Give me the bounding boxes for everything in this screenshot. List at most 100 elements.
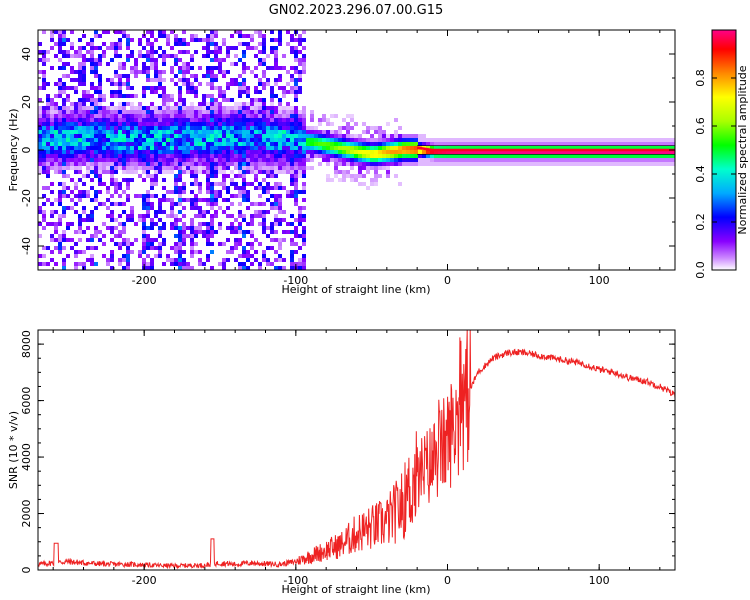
spectrogram-cell (394, 154, 398, 158)
spectrogram-cell (438, 162, 442, 166)
spectrogram-cell (282, 126, 286, 130)
spectrogram-cell (206, 46, 210, 50)
spectrogram-cell (290, 118, 294, 122)
spectrogram-cell (194, 162, 198, 166)
spectrogram-cell (194, 86, 198, 90)
spectrogram-cell (218, 110, 222, 114)
spectrogram-cell (162, 110, 166, 114)
spectrogram-cell (170, 222, 174, 226)
spectrogram-cell (142, 214, 146, 218)
spectrogram-cell (246, 130, 250, 134)
spectrogram-cell (254, 126, 258, 130)
spectrogram-cell (178, 178, 182, 182)
spectrogram-cell (182, 118, 186, 122)
spectrogram-cell (278, 166, 282, 170)
spectrogram-cell (522, 158, 526, 162)
spectrogram-cell (146, 42, 150, 46)
spectrogram-cell (214, 98, 218, 102)
spectrogram-cell (38, 158, 42, 162)
spectrogram-cell (114, 110, 118, 114)
spectrogram-cell (654, 150, 658, 154)
spectrogram-cell (90, 138, 94, 142)
spectrogram-cell (206, 102, 210, 106)
spectrogram-cell (242, 110, 246, 114)
spectrogram-cell (226, 174, 230, 178)
spectrogram-cell (234, 134, 238, 138)
spectrogram-cell (346, 158, 350, 162)
spectrogram-cell (178, 102, 182, 106)
spectrogram-cell (658, 158, 662, 162)
spectrogram-cell (278, 238, 282, 242)
spectrogram-cell (66, 38, 70, 42)
spectrogram-cell (230, 126, 234, 130)
spectrogram-cell (286, 190, 290, 194)
spectrogram-cell (62, 34, 66, 38)
spectrogram-cell (118, 242, 122, 246)
spectrogram-cell (258, 158, 262, 162)
spectrogram-cell (170, 258, 174, 262)
spectrogram-cell (42, 30, 46, 34)
spectrogram-cell (386, 166, 390, 170)
spectrogram-cell (162, 62, 166, 66)
spectrogram-cell (162, 58, 166, 62)
spectrogram-cell (626, 138, 630, 142)
spectrogram-cell (126, 130, 130, 134)
spectrogram-cell (210, 150, 214, 154)
spectrogram-cell (110, 214, 114, 218)
spectrogram-cell (182, 222, 186, 226)
spectrogram-cell (138, 214, 142, 218)
spectrogram-cell (610, 154, 614, 158)
spectrogram-cell (126, 142, 130, 146)
spectrogram-cell (74, 126, 78, 130)
spectrogram-cell (294, 130, 298, 134)
spectrogram-cell (182, 78, 186, 82)
spectrogram-cell (126, 146, 130, 150)
spectrogram-cell (602, 142, 606, 146)
spectrogram-cell (94, 30, 98, 34)
spectrogram-cell (222, 186, 226, 190)
spectrogram-cell (62, 150, 66, 154)
spectrogram-cell (122, 122, 126, 126)
spectrogram-cell (178, 118, 182, 122)
spectrogram-cell (358, 174, 362, 178)
spectrogram-cell (254, 118, 258, 122)
spectrogram-cell (218, 206, 222, 210)
spectrogram-cell (270, 46, 274, 50)
spectrogram-cell (154, 178, 158, 182)
spectrogram-cell (74, 150, 78, 154)
spectrogram-cell (202, 38, 206, 42)
spectrogram-cell (226, 114, 230, 118)
spectrogram-cell (90, 234, 94, 238)
spectrogram-cell (442, 162, 446, 166)
spectrogram-cell (46, 170, 50, 174)
spectrogram-cell (102, 158, 106, 162)
spectrogram-cell (234, 114, 238, 118)
spectrogram-cell (110, 166, 114, 170)
spectrogram-cell (82, 102, 86, 106)
spectrogram-cell (606, 162, 610, 166)
spectrogram-cell (270, 134, 274, 138)
spectrogram-cell (434, 162, 438, 166)
spectrogram-cell (170, 106, 174, 110)
spectrogram-cell (206, 150, 210, 154)
spectrogram-cell (350, 134, 354, 138)
spectrogram-cell (434, 146, 438, 150)
spectrogram-cell (214, 146, 218, 150)
spectrogram-cell (94, 134, 98, 138)
spectrogram-cell (86, 146, 90, 150)
spectrogram-cell (370, 134, 374, 138)
spectrogram-cell (210, 126, 214, 130)
spectrogram-cell (362, 182, 366, 186)
spectrogram-cell (162, 102, 166, 106)
spectrogram-cell (186, 70, 190, 74)
spectrogram-cell (118, 74, 122, 78)
spectrogram-cell (570, 138, 574, 142)
spectrogram-cell (126, 194, 130, 198)
spectrogram-cell (146, 142, 150, 146)
spectrogram-cell (306, 166, 310, 170)
spectrogram-cell (278, 210, 282, 214)
spectrogram-cell (370, 166, 374, 170)
spectrogram-cell (278, 186, 282, 190)
spectrogram-cell (226, 138, 230, 142)
